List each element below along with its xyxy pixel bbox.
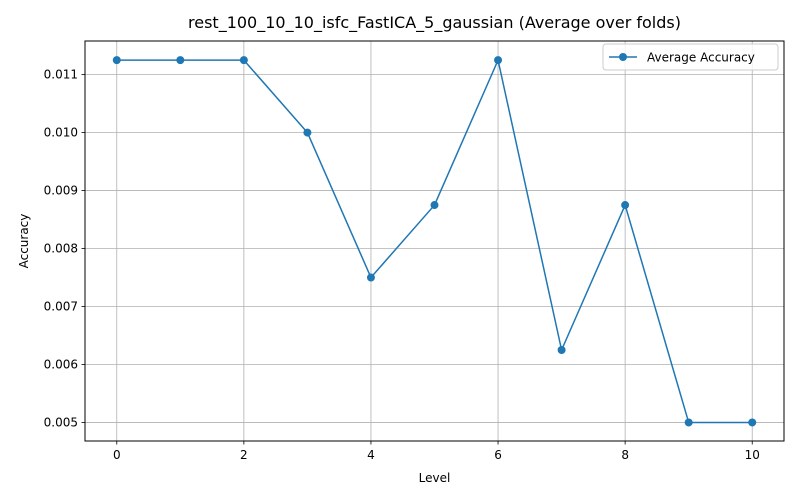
x-tick-label: 4	[367, 448, 375, 462]
y-tick-label: 0.006	[44, 357, 78, 371]
x-tick-label: 0	[113, 448, 121, 462]
legend-marker-swatch	[619, 53, 627, 61]
x-axis-label: Level	[419, 471, 451, 485]
data-point-marker	[366, 273, 375, 282]
x-tick-label: 6	[494, 448, 502, 462]
legend-box	[602, 43, 779, 71]
chart-title: rest_100_10_10_isfc_FastICA_5_gaussian (…	[188, 13, 681, 33]
x-tick-label: 8	[621, 448, 629, 462]
y-axis-label: Accuracy	[17, 214, 31, 269]
legend-label: Average Accuracy	[647, 51, 755, 65]
data-point-marker	[494, 56, 503, 65]
plot-area-frame	[84, 40, 785, 442]
data-point-marker	[748, 418, 757, 427]
y-tick-label: 0.008	[44, 242, 78, 256]
y-tick-label: 0.011	[44, 68, 78, 82]
data-point-marker	[430, 201, 439, 210]
data-point-marker	[557, 345, 566, 354]
y-tick-label: 0.009	[44, 184, 78, 198]
series-layer	[112, 56, 757, 427]
data-point-marker	[176, 56, 185, 65]
x-tick-label: 10	[745, 448, 760, 462]
data-point-marker	[239, 56, 248, 65]
y-tick-label: 0.007	[44, 300, 78, 314]
legend: Average Accuracy	[602, 43, 779, 71]
data-point-marker	[684, 418, 693, 427]
data-point-marker	[303, 128, 312, 137]
y-tick-label: 0.005	[44, 415, 78, 429]
data-point-marker	[112, 56, 121, 65]
x-tick-label: 2	[240, 448, 248, 462]
data-point-marker	[621, 201, 630, 210]
y-tick-label: 0.010	[44, 126, 78, 140]
grid	[85, 41, 784, 441]
axis-ticks: 0 2 4 6 8 10 0.005 0.006 0.007 0.008 0.009 0.010 0.0…	[44, 68, 760, 462]
